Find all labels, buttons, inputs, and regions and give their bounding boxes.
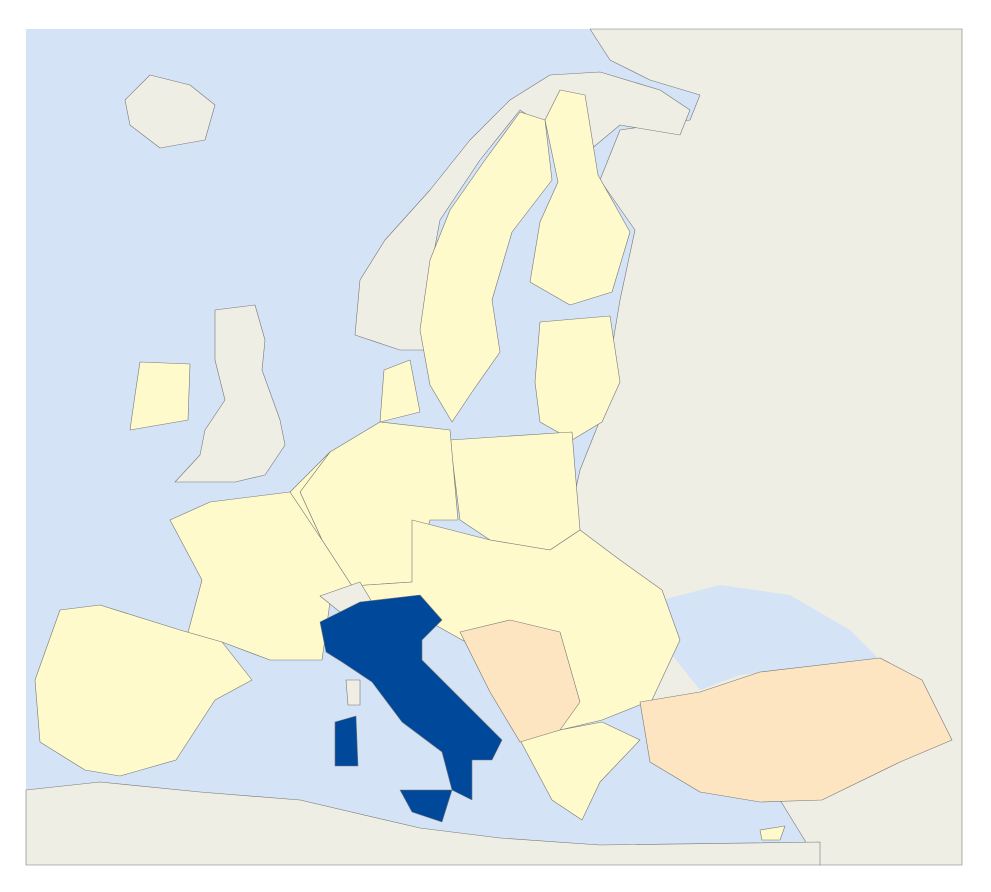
sea-baltic [450, 185, 620, 425]
region-baltic-states [534, 315, 621, 441]
region-western-balkans [459, 619, 581, 743]
region-italy-sardinia [334, 715, 359, 767]
region-italy-mainland [319, 594, 503, 801]
region-denmark [379, 359, 421, 423]
region-ireland [129, 361, 191, 431]
region-cyprus [759, 825, 786, 841]
region-uk [174, 304, 286, 483]
sea-black [662, 585, 880, 690]
region-finland [529, 89, 631, 306]
region-turkey [639, 657, 953, 803]
region-corsica [345, 679, 361, 706]
region-iberia [34, 604, 253, 777]
region-greece [519, 721, 641, 821]
region-north-africa [25, 781, 821, 866]
region-iceland [124, 74, 216, 149]
region-italy-sicily [399, 789, 453, 823]
region-sweden [419, 111, 553, 423]
